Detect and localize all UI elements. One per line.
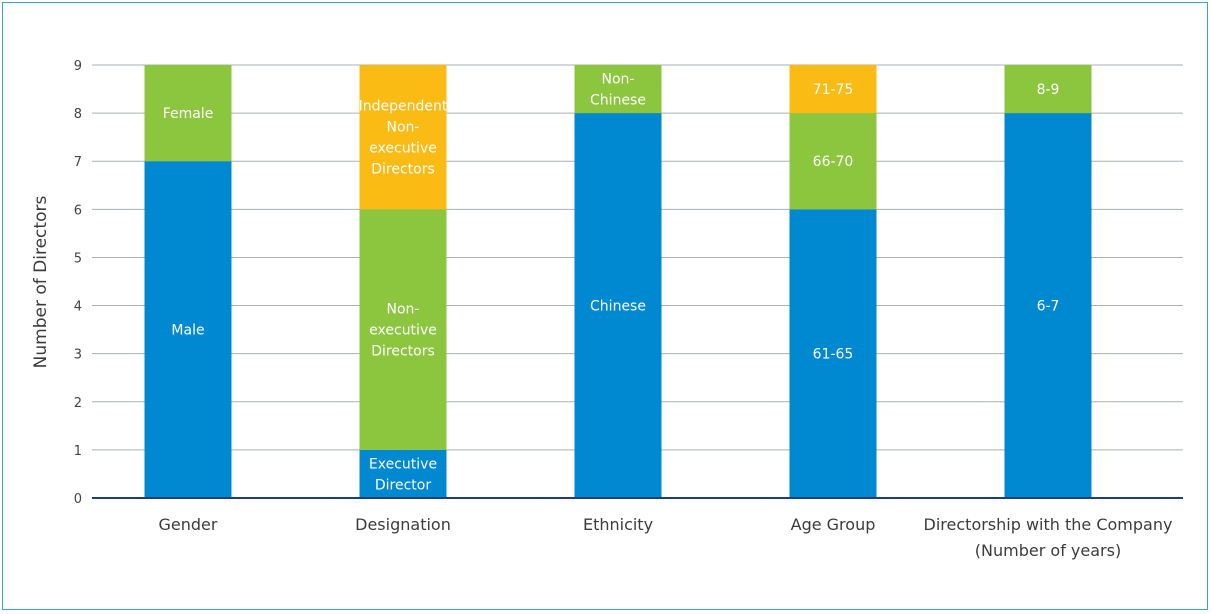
y-axis-title: Number of Directors [31,196,51,369]
segment-label: 6-7 [1037,299,1060,315]
segment-label: Male [171,323,204,339]
bar-segment [359,65,447,210]
x-category-label: Directorship with the Company (Number of … [924,515,1173,560]
y-tick-label: 4 [74,300,82,315]
y-tick-label: 7 [74,155,82,170]
y-tick-label: 5 [74,251,82,266]
y-tick-label: 6 [74,203,82,218]
segment-label: 71-75 [813,82,854,98]
segment-label: Executive Director [369,456,437,493]
x-category-label: Gender [159,515,218,534]
bar-segment [1004,113,1092,498]
axes: Number of Directors 0 1 2 3 4 5 6 7 8 9 Gender Desi… [31,59,1183,560]
bar-segment [359,209,447,450]
segment-label: Non-Chinese [590,72,646,109]
bar-segment [144,161,232,498]
x-category-label: Age Group [791,515,876,534]
segment-label: Non-executive Directors [369,302,437,360]
bar-segment [789,65,877,114]
bar-segment [574,113,662,498]
y-tick-label: 9 [74,59,82,74]
bar-segment [574,65,662,114]
segment-label: Female [163,106,214,122]
x-category-label: Ethnicity [583,515,653,534]
y-tick-label: 2 [74,396,82,411]
bar-segment [789,113,877,210]
segment-label: Chinese [590,299,646,315]
segment-label: Independent Non-executive Directors [359,99,448,178]
x-category-label: Designation [355,515,451,534]
bars: Male Female Executive Director Non-executive… [144,65,1092,499]
bar-segment [1004,65,1092,114]
y-tick-label: 0 [74,492,82,507]
segment-label: 61-65 [813,347,854,363]
bar-segment [144,65,232,162]
segment-label: 66-70 [813,154,854,170]
y-tick-label: 1 [74,444,82,459]
bar-segment [359,449,447,498]
y-tick-label: 8 [74,107,82,122]
segment-label: 8-9 [1037,82,1060,98]
bar-segment [789,209,877,499]
y-tick-label: 3 [74,348,82,363]
